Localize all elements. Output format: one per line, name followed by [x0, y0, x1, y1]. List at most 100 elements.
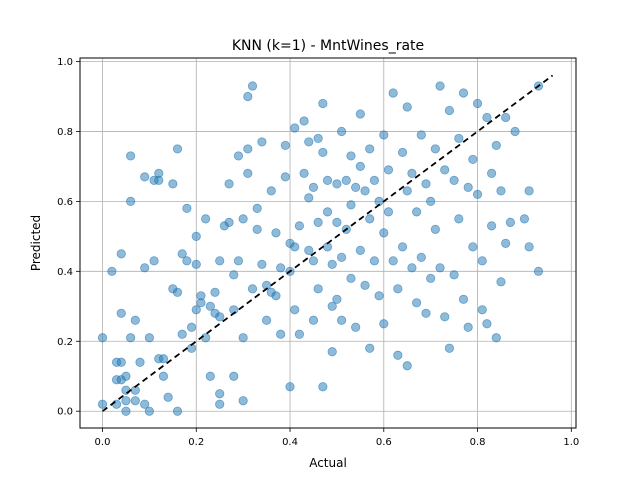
- scatter-point: [355, 109, 365, 119]
- reference-line: [101, 74, 554, 412]
- scatter-point: [369, 256, 380, 266]
- scatter-point: [172, 144, 183, 154]
- scatter-point: [215, 256, 225, 266]
- scatter-point: [252, 224, 262, 234]
- scatter-point: [285, 382, 295, 392]
- scatter-point: [224, 179, 234, 189]
- ticks-layer: 0.0 0.2 0.4 0.6 0.8 1.0 0.0 0.2 0.4 0.6 0.8 1.0: [57, 57, 579, 448]
- y-tick-label: 0.8: [57, 127, 73, 138]
- scatter-point: [458, 294, 469, 304]
- scatter-point: [327, 259, 337, 269]
- x-tick-label: 0.2: [188, 437, 204, 448]
- scatter-point: [201, 333, 211, 343]
- scatter-point: [444, 343, 455, 353]
- scatter-point: [313, 133, 323, 144]
- scatter-point: [318, 98, 328, 109]
- scatter-point: [243, 91, 253, 102]
- scatter-point: [468, 154, 478, 165]
- scatter-point: [327, 347, 337, 357]
- scatter-point: [440, 165, 450, 175]
- scatter-point: [416, 252, 426, 262]
- scatter-point: [407, 168, 417, 179]
- scatter-point: [440, 312, 450, 322]
- scatter-point: [191, 305, 201, 315]
- x-axis-label: Actual: [309, 456, 347, 470]
- scatter-point: [313, 217, 323, 227]
- scatter-point: [402, 102, 412, 112]
- scatter-point: [224, 217, 234, 227]
- scatter-point: [346, 151, 356, 161]
- scatter-point: [487, 168, 497, 179]
- scatter-point: [322, 175, 333, 186]
- scatter-point: [163, 392, 173, 402]
- scatter-point: [257, 259, 267, 269]
- scatter-point: [341, 175, 351, 186]
- scatter-point: [430, 144, 440, 154]
- scatter-point: [487, 221, 497, 231]
- scatter-point: [121, 371, 131, 381]
- scatter-point: [158, 371, 169, 381]
- scatter-point: [290, 242, 300, 252]
- scatter-point: [299, 116, 309, 126]
- scatter-point: [205, 301, 215, 311]
- scatter-point: [412, 298, 422, 308]
- scatter-point: [533, 266, 544, 276]
- scatter-point: [135, 357, 145, 367]
- scatter-point: [519, 214, 530, 224]
- scatter-point: [318, 382, 328, 392]
- scatter-point: [327, 301, 337, 311]
- scatter-point: [130, 396, 140, 406]
- scatter-point: [191, 231, 201, 241]
- x-tick-label: 0.4: [282, 437, 298, 448]
- scatter-point: [524, 186, 534, 196]
- scatter-point: [477, 305, 487, 315]
- scatter-point: [360, 280, 370, 290]
- scatter-point: [308, 256, 319, 266]
- scatter-point: [318, 147, 328, 158]
- scatter-point: [238, 333, 248, 343]
- scatter-point: [379, 228, 389, 238]
- scatter-point: [491, 140, 501, 151]
- reference-line-layer: [101, 74, 554, 412]
- scatter-point: [130, 315, 140, 325]
- scatter-point: [332, 217, 342, 227]
- scatter-point: [336, 126, 347, 137]
- scatter-point: [140, 172, 150, 182]
- scatter-point: [168, 179, 178, 189]
- scatter-point: [383, 207, 394, 217]
- scatter-point: [426, 273, 436, 283]
- scatter-point: [243, 168, 253, 179]
- scatter-point: [290, 305, 300, 315]
- scatter-point: [351, 182, 361, 192]
- scatter-point: [510, 126, 520, 137]
- scatter-point: [355, 245, 365, 255]
- y-axis-label: Predicted: [29, 215, 43, 271]
- scatter-point: [472, 98, 483, 109]
- scatter-point: [388, 88, 398, 98]
- scatter-point: [505, 217, 515, 227]
- scatter-point: [111, 399, 122, 409]
- scatter-point: [172, 406, 183, 416]
- x-tick-label: 0.6: [376, 437, 392, 448]
- scatter-point: [229, 371, 239, 381]
- scatter-point: [266, 186, 276, 196]
- scatter-point: [210, 287, 220, 297]
- scatter-point: [458, 88, 469, 98]
- scatter-point: [444, 105, 455, 116]
- scatter-point: [205, 371, 215, 381]
- scatter-point: [421, 179, 431, 189]
- y-tick-label: 0.2: [57, 337, 73, 348]
- scatter-point: [308, 315, 319, 325]
- scatter-point: [107, 266, 117, 276]
- scatter-point: [172, 287, 183, 297]
- scatter-point: [351, 322, 361, 332]
- scatter-point: [449, 175, 459, 186]
- scatter-point: [336, 315, 347, 325]
- scatter-point: [355, 161, 365, 172]
- scatter-point: [299, 168, 309, 179]
- y-tick-label: 1.0: [57, 57, 73, 68]
- scatter-point: [177, 249, 187, 259]
- scatter-point: [126, 196, 136, 206]
- scatter-point: [426, 196, 436, 206]
- scatter-point: [304, 193, 314, 203]
